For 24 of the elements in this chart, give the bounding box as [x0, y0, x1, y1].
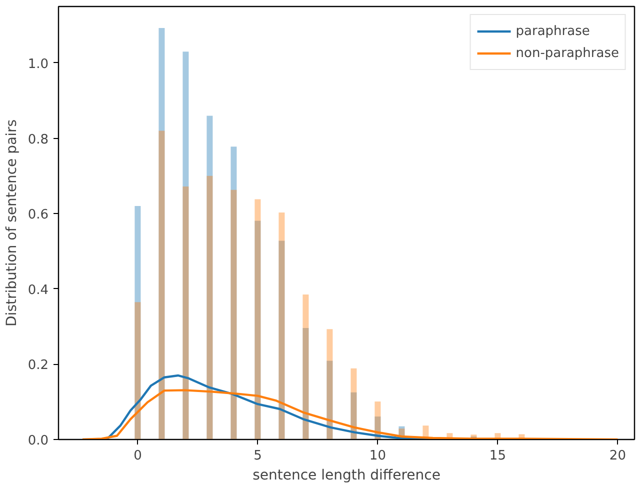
y-axis-title: Distribution of sentence pairs [4, 119, 20, 326]
legend-label: non-paraphrase [516, 46, 619, 60]
bar [302, 294, 309, 440]
x-tick-label: 10 [369, 448, 386, 464]
x-tick-label: 15 [489, 448, 506, 464]
x-tick-label: 0 [134, 448, 142, 464]
bar [326, 329, 333, 440]
y-tick-label: 0.8 [28, 132, 49, 148]
bar [158, 130, 165, 440]
y-tick-label: 0.4 [28, 282, 49, 298]
y-tick-label: 0.2 [28, 358, 49, 374]
line-series [81, 389, 619, 440]
x-tick-label: 20 [609, 448, 626, 464]
bar [182, 186, 189, 440]
bar [350, 368, 357, 440]
x-tick-label: 5 [254, 448, 262, 464]
bar [206, 176, 213, 440]
bar [374, 401, 381, 440]
legend-label: paraphrase [516, 24, 590, 38]
y-tick-label: 0.0 [28, 434, 49, 448]
y-tick-label: 1.0 [28, 56, 49, 72]
x-axis-title: sentence length difference [252, 468, 440, 484]
y-tick-label: 0.6 [28, 208, 49, 223]
bar [134, 302, 141, 440]
